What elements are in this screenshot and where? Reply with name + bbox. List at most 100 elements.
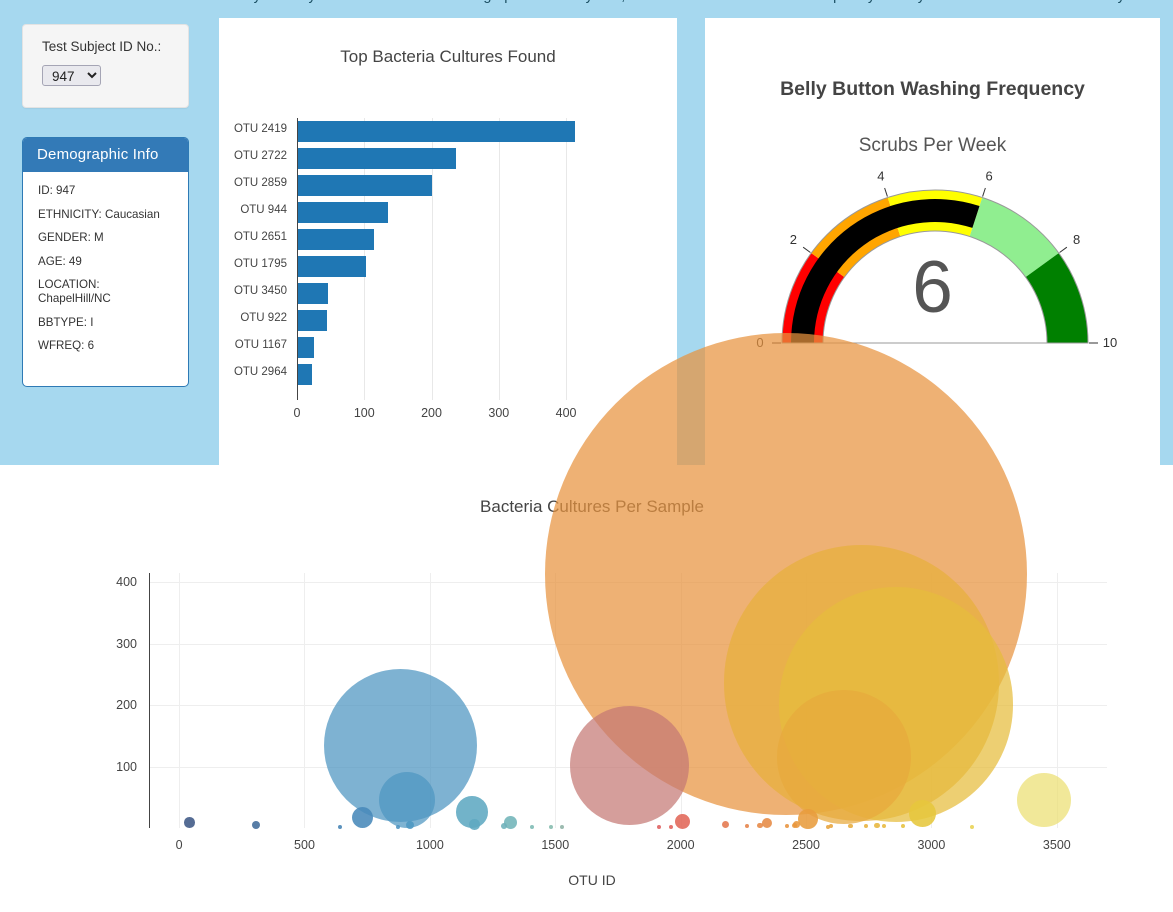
demographic-info-body: ID: 947 ETHNICITY: Caucasian GENDER: M A… [23,172,188,353]
demographic-info-panel: Demographic Info ID: 947 ETHNICITY: Cauc… [22,137,189,387]
subject-id-select[interactable]: 947 [42,65,101,86]
bubble-marker[interactable] [469,819,480,830]
bar-segment[interactable] [297,309,328,331]
bubble-marker[interactable] [352,807,374,829]
bar-chart-plot[interactable]: OTU 2419 OTU 2722 OTU 2859 OTU 944 OTU 2651 O… [219,118,677,420]
bubble-marker[interactable] [396,824,401,829]
bar-chart-title: Top Bacteria Cultures Found [340,47,556,66]
bubble-marker[interactable] [530,824,535,829]
bubble-marker[interactable] [721,821,729,829]
page-background-right [1160,18,1173,465]
bubble-marker[interactable] [569,705,689,825]
bar-segment[interactable] [297,282,328,304]
bubble-x-tick-label: 2000 [666,838,695,852]
gauge-tick-mark [884,187,888,197]
bubble-gridline-vertical [1056,573,1058,828]
bubble-y-tick-label: 400 [116,575,137,590]
bar-segment[interactable] [297,174,433,196]
bubble-marker[interactable] [657,824,662,829]
bar-segment[interactable] [297,120,575,142]
bubble-marker[interactable] [668,824,673,829]
bubble-marker[interactable] [504,816,518,829]
bubble-gridline-vertical [179,573,181,828]
bubble-marker[interactable] [337,824,342,829]
jumbotron-strip: breakdown of the bacteria found in your … [0,0,1173,22]
bar-y-axis-line [297,118,298,400]
bubble-marker[interactable] [776,690,912,825]
gauge-subtitle: Scrubs Per Week [858,135,1007,156]
bubble-gridline-vertical [555,573,557,828]
bubble-marker[interactable] [785,824,790,829]
demo-row-id: ID: 947 [38,184,76,197]
bar-chart-row[interactable]: OTU 922 [219,307,677,334]
gauge-svg: 0246810 [756,169,1117,350]
bar-category-label: OTU 3450 [233,285,287,297]
bar-chart-row[interactable]: OTU 2722 [219,145,677,172]
bubble-marker[interactable] [900,823,906,829]
bar-chart-row[interactable]: OTU 2859 [219,172,677,199]
bubble-marker[interactable] [970,824,975,829]
bar-chart-row[interactable]: OTU 2964 [219,361,677,388]
bubble-marker[interactable] [881,823,887,829]
bubble-marker[interactable] [378,772,435,829]
bubble-y-axis-line [149,573,150,828]
bacteria-per-sample-bubble-chart[interactable]: Bacteria Cultures Per Sample 10020030040… [22,333,1173,912]
gauge-tick-label: 2 [790,232,797,247]
bubble-marker[interactable] [184,817,195,828]
gauge-title: Belly Button Washing Frequency [780,78,1085,100]
bar-category-label: OTU 2964 [233,366,287,378]
bubble-marker[interactable] [405,820,415,829]
bar-chart-row[interactable]: OTU 2419 [219,118,677,145]
bubble-marker[interactable] [548,824,553,829]
bubble-marker[interactable] [560,824,565,829]
demo-row-ethnicity: ETHNICITY: Caucasian [38,207,160,221]
gauge-tick-mark [982,187,986,197]
bar-segment[interactable] [297,363,313,385]
bar-chart-row[interactable]: OTU 2651 [219,226,677,253]
gauge-step-3 [969,197,1059,278]
bubble-marker[interactable] [757,822,764,829]
bubble-marker[interactable] [675,813,691,829]
bar-segment[interactable] [297,147,456,169]
bubble-marker[interactable] [1017,772,1072,827]
bar-chart-row[interactable]: OTU 3450 [219,280,677,307]
bubble-marker[interactable] [744,823,750,829]
bar-x-tick-label: 100 [353,406,375,420]
bar-category-label: OTU 2722 [233,150,287,162]
bar-segment[interactable] [297,201,388,223]
bubble-marker[interactable] [791,822,798,829]
gauge-value-bar [791,198,980,343]
bubble-marker[interactable] [847,823,853,829]
bubble-marker[interactable] [251,820,261,829]
bar-segment[interactable] [297,228,375,250]
bar-chart-row[interactable]: OTU 944 [219,199,677,226]
gauge-tick-mark [802,246,811,253]
bar-category-label: OTU 1795 [233,258,287,270]
bubble-chart-xlabel: OTU ID [568,872,616,888]
bubble-marker[interactable] [798,808,818,829]
gauge-value-label: 6 [912,247,953,328]
demo-row-gender: GENDER: M [38,231,104,244]
bar-gridline [566,118,568,400]
bubble-marker[interactable] [761,817,773,829]
top-bacteria-bar-chart[interactable]: Top Bacteria Cultures Found OTU 2419 OTU … [219,18,677,465]
bubble-x-tick-label: 0 [175,838,183,852]
bubble-marker[interactable] [826,824,831,829]
bar-segment[interactable] [297,255,366,277]
bar-x-tick-label: 0 [293,406,301,420]
bubble-x-tick-label: 1000 [415,838,444,852]
subject-filter-label: Test Subject ID No.: [42,39,162,54]
bubble-chart-plot[interactable]: 100 200 300 400 0 500 1000 1500 2000 2500 3000 3500 [22,333,1173,912]
bubble-y-tick-label: 300 [116,636,137,651]
bar-chart-row[interactable]: OTU 1167 [219,334,677,361]
gauge-step-4 [1025,253,1088,343]
bubble-marker[interactable] [873,822,880,829]
gauge-tick-label: 10 [1103,335,1117,350]
bubble-x-tick-label: 1500 [541,838,570,852]
bubble-marker[interactable] [908,800,936,828]
bubble-marker[interactable] [500,823,507,830]
bubble-marker[interactable] [863,823,869,829]
bubble-marker[interactable] [828,823,834,829]
bar-chart-row[interactable]: OTU 1795 [219,253,677,280]
bar-segment[interactable] [297,336,315,358]
